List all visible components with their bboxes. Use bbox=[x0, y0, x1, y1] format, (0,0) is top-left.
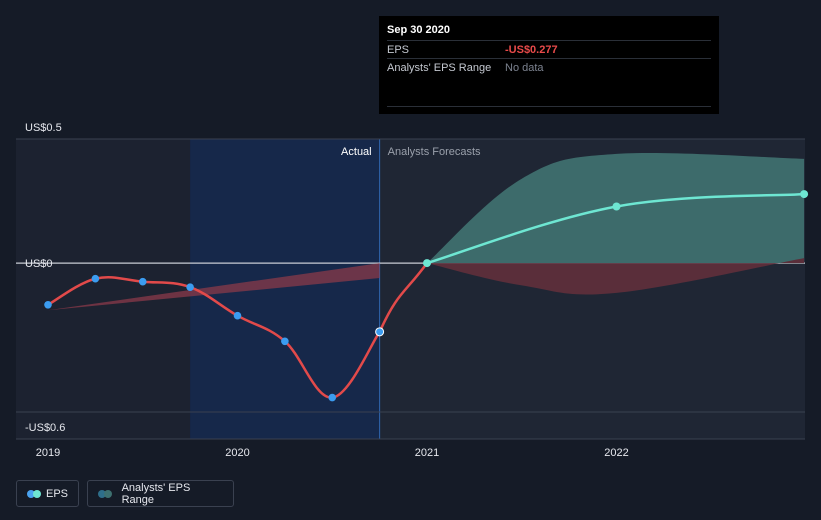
x-tick-label: 2021 bbox=[415, 447, 439, 459]
past-eps-range-band bbox=[48, 263, 380, 311]
legend-item-eps-range[interactable]: Analysts' EPS Range bbox=[87, 480, 234, 507]
legend-eps-label: EPS bbox=[45, 487, 68, 500]
tooltip-divider bbox=[387, 106, 711, 107]
y-tick-label: US$0 bbox=[25, 258, 53, 270]
eps-chart: US$0.5 US$0 -US$0.6 2019 2020 2021 2022 Actual A… bbox=[16, 122, 809, 459]
actual-region-label: Actual bbox=[341, 146, 372, 158]
eps-point bbox=[44, 300, 52, 309]
eps-point bbox=[328, 393, 337, 402]
tooltip-eps-value: -US$0.277 bbox=[505, 43, 558, 56]
hover-tooltip: Sep 30 2020 EPS -US$0.277 Analysts' EPS … bbox=[379, 16, 719, 114]
x-tick-label: 2020 bbox=[225, 447, 249, 459]
eps-transition-line bbox=[378, 262, 429, 333]
y-tick-label: -US$0.6 bbox=[25, 422, 65, 434]
tooltip-range-label: Analysts' EPS Range bbox=[387, 61, 492, 74]
eps-range-lower-area bbox=[427, 258, 805, 295]
y-tick-label: US$0.5 bbox=[25, 122, 62, 134]
forecast-region-label: Analysts Forecasts bbox=[388, 146, 481, 158]
tooltip-range-value: No data bbox=[505, 61, 544, 74]
x-tick-label: 2022 bbox=[604, 447, 628, 459]
eps-point bbox=[91, 274, 100, 283]
eps-point bbox=[138, 277, 147, 286]
tooltip-eps-label: EPS bbox=[387, 43, 410, 56]
tooltip-row-range: Analysts' EPS Range No data bbox=[387, 58, 711, 76]
eps-swatch-icon bbox=[27, 489, 41, 498]
eps-forecast-point bbox=[800, 190, 809, 199]
eps-forecast-point bbox=[612, 202, 621, 211]
past-shade bbox=[16, 139, 191, 439]
x-tick-label: 2019 bbox=[36, 447, 60, 459]
eps-point bbox=[233, 311, 242, 320]
legend-item-eps[interactable]: EPS bbox=[16, 480, 79, 507]
eps-point bbox=[281, 337, 289, 346]
eps-point bbox=[375, 327, 385, 337]
eps-forecast-point bbox=[423, 259, 431, 268]
eps-point bbox=[186, 283, 194, 291]
legend-eps-range-label: Analysts' EPS Range bbox=[121, 481, 191, 506]
tooltip-date: Sep 30 2020 bbox=[387, 24, 450, 36]
eps-range-swatch-icon bbox=[98, 489, 114, 498]
tooltip-row-eps: EPS -US$0.277 bbox=[387, 40, 711, 58]
